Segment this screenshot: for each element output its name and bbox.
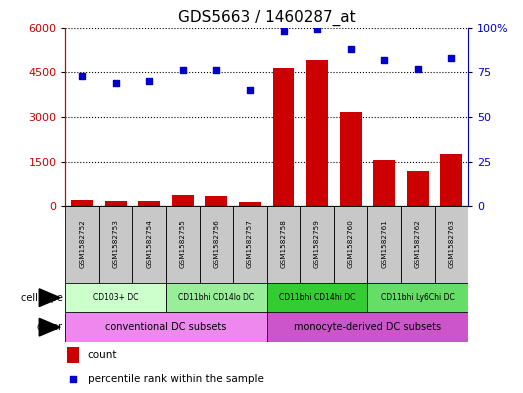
FancyBboxPatch shape — [99, 206, 132, 283]
Text: GSM1582754: GSM1582754 — [146, 219, 152, 268]
Bar — [306, 60, 328, 206]
FancyBboxPatch shape — [367, 283, 468, 312]
Point — [145, 78, 153, 84]
Text: GSM1582760: GSM1582760 — [348, 219, 354, 268]
Text: GSM1582758: GSM1582758 — [280, 219, 287, 268]
Polygon shape — [39, 318, 60, 336]
FancyBboxPatch shape — [267, 283, 367, 312]
Text: GSM1582755: GSM1582755 — [180, 219, 186, 268]
Point — [78, 73, 86, 79]
Point — [111, 80, 120, 86]
Bar — [440, 154, 462, 206]
Bar — [172, 195, 194, 206]
Title: GDS5663 / 1460287_at: GDS5663 / 1460287_at — [178, 10, 356, 26]
FancyBboxPatch shape — [65, 283, 166, 312]
FancyBboxPatch shape — [334, 206, 367, 283]
Text: GSM1582753: GSM1582753 — [113, 219, 119, 268]
FancyBboxPatch shape — [267, 312, 468, 342]
Text: GSM1582759: GSM1582759 — [314, 219, 320, 268]
Text: GSM1582756: GSM1582756 — [213, 219, 219, 268]
Text: count: count — [87, 350, 117, 360]
Bar — [407, 171, 429, 206]
Bar — [239, 202, 261, 206]
Point — [346, 46, 355, 52]
Text: GSM1582762: GSM1582762 — [415, 219, 420, 268]
Text: CD11bhi CD14hi DC: CD11bhi CD14hi DC — [279, 293, 355, 302]
Polygon shape — [39, 289, 60, 307]
Point — [414, 66, 422, 72]
Bar — [71, 200, 93, 206]
Point — [69, 376, 77, 382]
Bar — [206, 196, 228, 206]
Point — [447, 55, 456, 61]
Text: monocyte-derived DC subsets: monocyte-derived DC subsets — [294, 322, 441, 332]
FancyBboxPatch shape — [132, 206, 166, 283]
Bar — [139, 201, 160, 206]
Text: cell type: cell type — [21, 293, 63, 303]
FancyBboxPatch shape — [300, 206, 334, 283]
Text: conventional DC subsets: conventional DC subsets — [105, 322, 227, 332]
FancyBboxPatch shape — [267, 206, 300, 283]
FancyBboxPatch shape — [166, 206, 200, 283]
FancyBboxPatch shape — [401, 206, 435, 283]
FancyBboxPatch shape — [65, 312, 267, 342]
FancyBboxPatch shape — [200, 206, 233, 283]
Text: CD103+ DC: CD103+ DC — [93, 293, 139, 302]
Text: GSM1582752: GSM1582752 — [79, 219, 85, 268]
Point — [279, 28, 288, 34]
Bar — [373, 160, 395, 206]
Point — [380, 57, 389, 63]
Text: CD11bhi Ly6Chi DC: CD11bhi Ly6Chi DC — [381, 293, 454, 302]
Bar — [67, 347, 79, 363]
Point — [246, 87, 254, 93]
FancyBboxPatch shape — [65, 206, 99, 283]
Bar — [105, 201, 127, 206]
Point — [179, 67, 187, 73]
Text: percentile rank within the sample: percentile rank within the sample — [87, 374, 264, 384]
Text: GSM1582757: GSM1582757 — [247, 219, 253, 268]
FancyBboxPatch shape — [166, 283, 267, 312]
Bar — [272, 68, 294, 206]
Point — [212, 67, 221, 73]
FancyBboxPatch shape — [233, 206, 267, 283]
Text: GSM1582761: GSM1582761 — [381, 219, 387, 268]
Text: GSM1582763: GSM1582763 — [448, 219, 454, 268]
FancyBboxPatch shape — [435, 206, 468, 283]
Text: CD11bhi CD14lo DC: CD11bhi CD14lo DC — [178, 293, 255, 302]
FancyBboxPatch shape — [367, 206, 401, 283]
Point — [313, 26, 321, 33]
Bar — [340, 112, 361, 206]
Text: other: other — [37, 322, 63, 332]
